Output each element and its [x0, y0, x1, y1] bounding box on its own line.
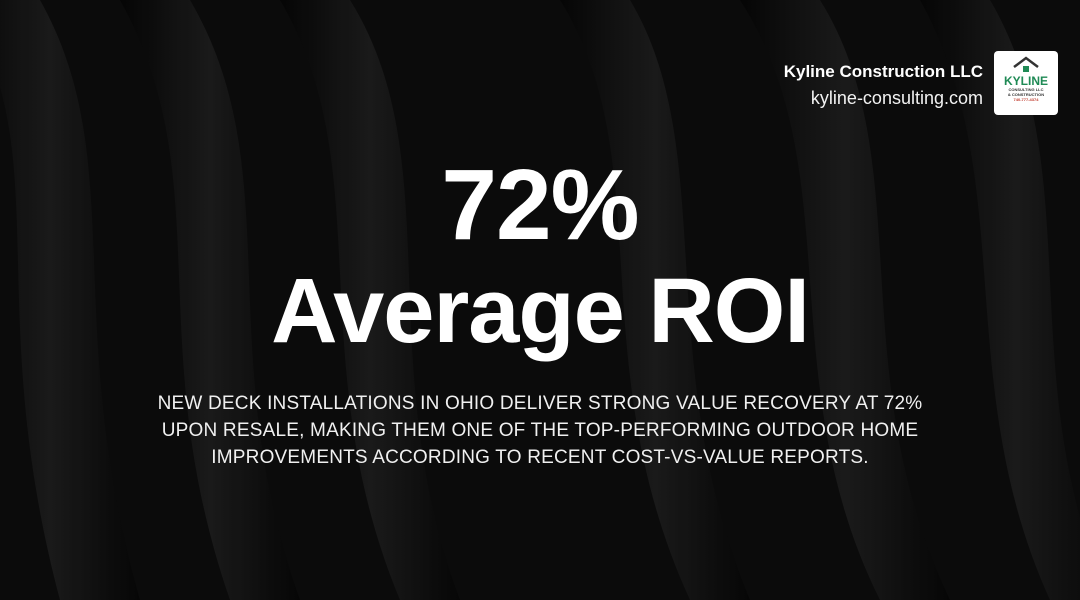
brand: Kyline Construction LLC kyline-consultin… [784, 60, 983, 112]
logo-name: KYLINE [1003, 74, 1048, 88]
logo-phone: 740-777-4374 [1013, 97, 1039, 102]
logo-house [1013, 56, 1039, 72]
body-text: NEW DECK INSTALLATIONS IN OHIO DELIVER S… [157, 393, 923, 468]
headline-label: Average ROI [271, 260, 810, 362]
headline-stat: 72% [441, 149, 639, 261]
website: kyline-consulting.com [810, 88, 983, 108]
logo: KYLINE CONSULTING LLC & CONSTRUCTION 740… [994, 51, 1058, 115]
logo-line: & CONSTRUCTION [1007, 92, 1045, 97]
company-name: Kyline Construction LLC [783, 62, 983, 81]
logo-line: CONSULTING LLC [1008, 87, 1044, 92]
